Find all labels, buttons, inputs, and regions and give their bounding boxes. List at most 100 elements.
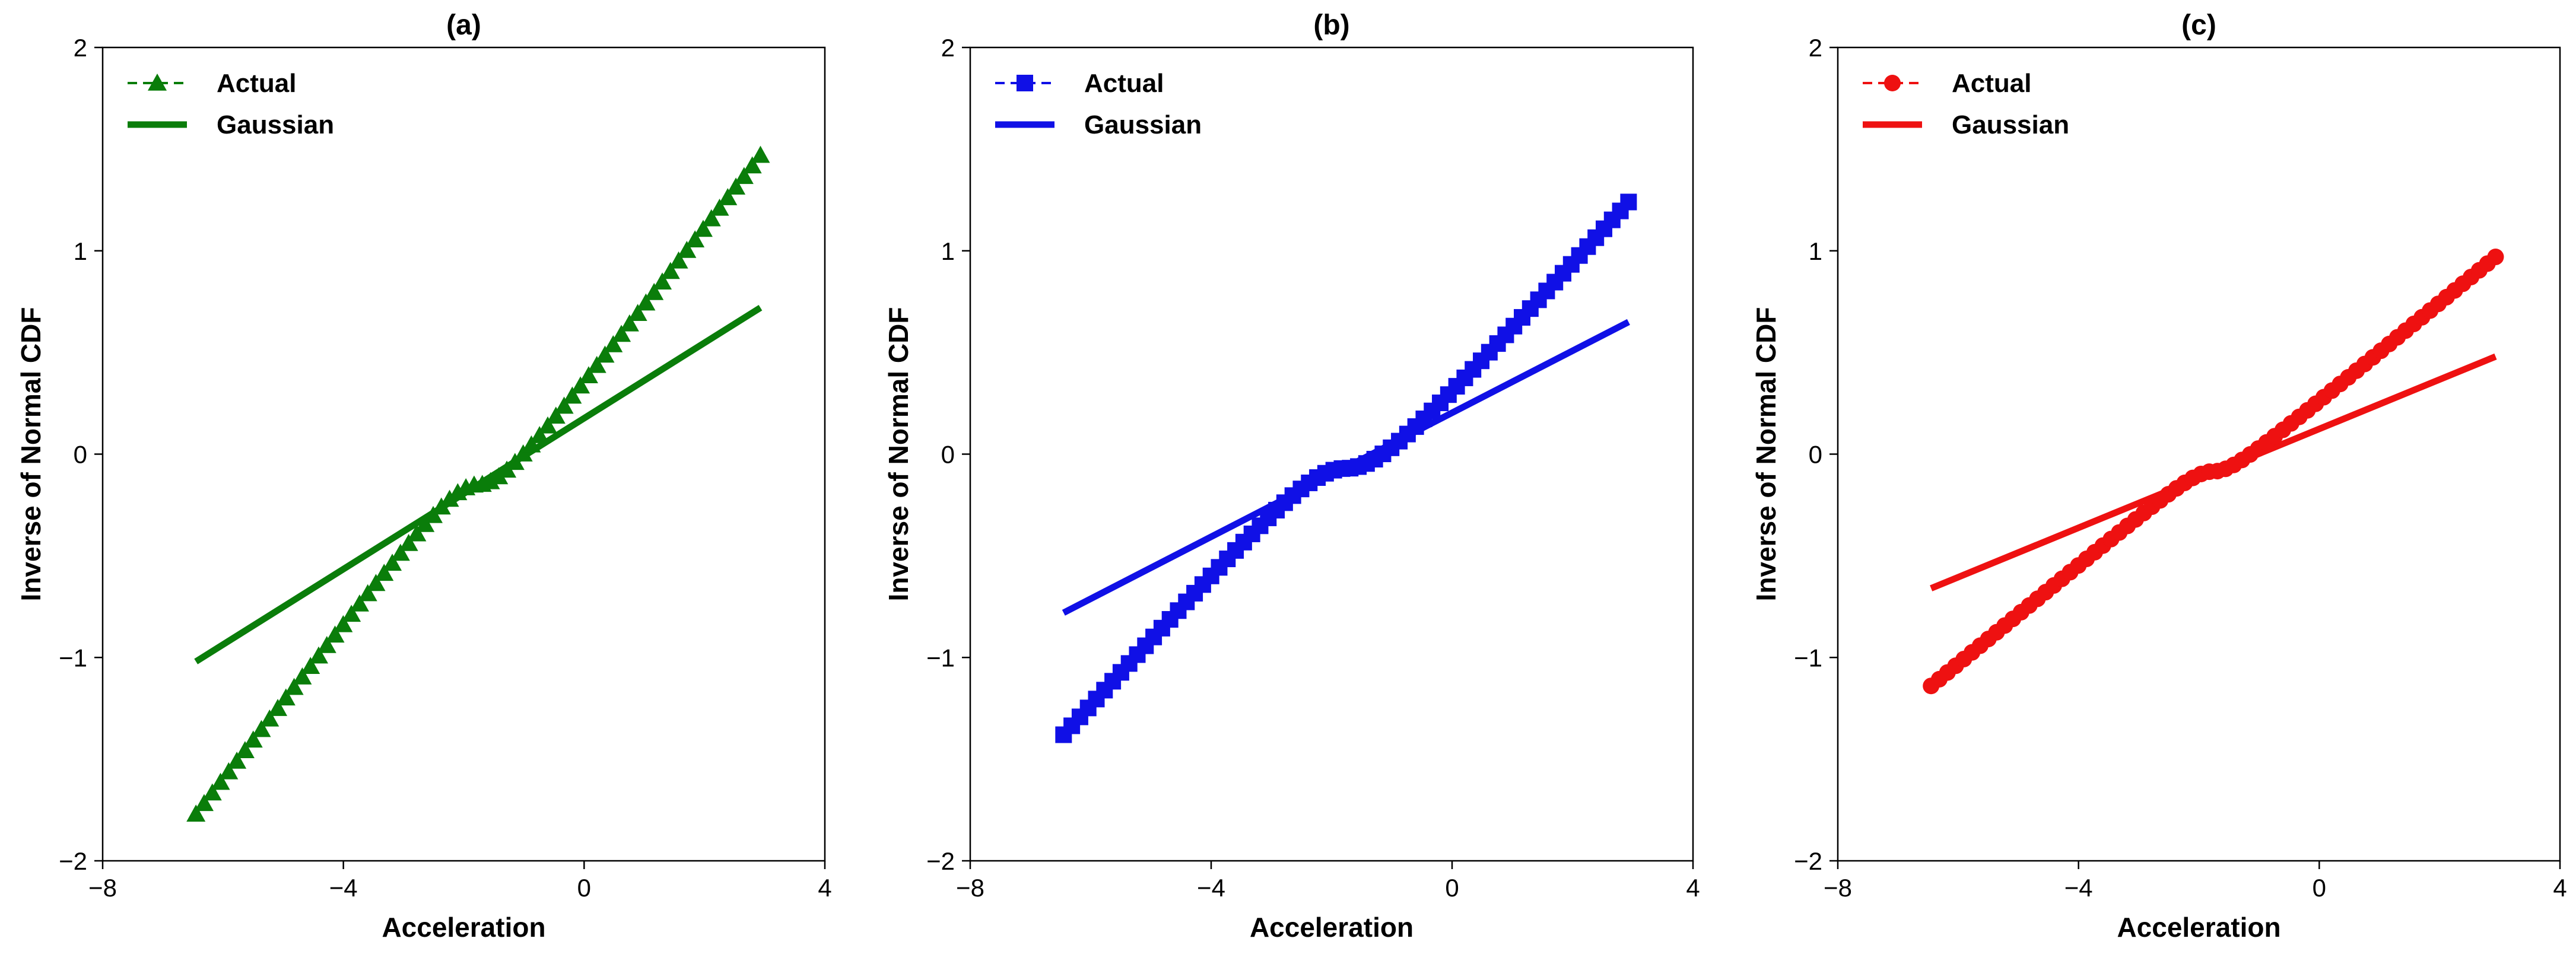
actual-marker xyxy=(448,483,468,501)
actual-marker xyxy=(701,209,721,227)
y-tick-label: 0 xyxy=(941,441,955,469)
actual-marker xyxy=(399,533,418,551)
actual-marker xyxy=(374,564,394,581)
x-tick-label: −8 xyxy=(956,874,984,902)
actual-marker xyxy=(653,272,672,290)
y-tick-label: 2 xyxy=(941,34,955,62)
actual-marker xyxy=(685,230,705,248)
legend-label-actual: Actual xyxy=(1952,69,2031,98)
y-axis-label: Inverse of Normal CDF xyxy=(15,307,46,602)
x-tick-label: −4 xyxy=(329,874,358,902)
actual-marker xyxy=(383,554,402,571)
legend: Actual Gaussian xyxy=(128,69,334,139)
actual-marker xyxy=(726,177,746,195)
actual-marker xyxy=(2487,249,2504,266)
actual-marker xyxy=(260,709,279,727)
y-tick-label: 2 xyxy=(74,34,87,62)
x-tick-label: 0 xyxy=(1445,874,1459,902)
actual-marker xyxy=(227,751,247,769)
actual-marker xyxy=(554,396,574,414)
actual-marker xyxy=(333,615,353,632)
x-axis-label: Acceleration xyxy=(2117,912,2280,943)
y-tick-label: 1 xyxy=(74,237,87,265)
x-tick-label: 4 xyxy=(1686,874,1700,902)
actual-marker xyxy=(751,145,770,163)
x-tick-label: −8 xyxy=(88,874,117,902)
x-tick-label: 4 xyxy=(818,874,831,902)
x-tick-label: 0 xyxy=(2313,874,2326,902)
panel-c: (c) −8 −4 0 4 −2 −1 0 1 2 Acceleration Inverse of N… xyxy=(1751,9,2567,943)
y-tick-label: 0 xyxy=(74,441,87,469)
actual-marker xyxy=(603,335,623,352)
legend-actual-marker xyxy=(1884,75,1901,91)
legend-label-gaussian: Gaussian xyxy=(1952,110,2069,139)
x-tick-label: −8 xyxy=(1824,874,1852,902)
actual-marker xyxy=(595,345,615,363)
y-tick-label: −1 xyxy=(59,644,87,672)
actual-marker xyxy=(742,156,762,174)
actual-marker xyxy=(194,794,214,812)
legend: Actual Gaussian xyxy=(995,69,1202,139)
y-axis-label: Inverse of Normal CDF xyxy=(1751,307,1781,602)
actual-marker xyxy=(358,584,377,602)
panel-title: (b) xyxy=(1313,9,1349,41)
actual-marker xyxy=(579,366,598,383)
actual-marker xyxy=(301,657,320,675)
y-tick-label: 1 xyxy=(941,237,955,265)
actual-marker xyxy=(522,435,541,453)
y-tick-label: 2 xyxy=(1809,34,1822,62)
actual-marker xyxy=(243,730,263,748)
actual-marker xyxy=(669,251,688,269)
y-tick-label: 0 xyxy=(1809,441,1822,469)
legend-label-gaussian: Gaussian xyxy=(1084,110,1202,139)
legend-actual-marker xyxy=(1017,75,1033,91)
panel-title: (c) xyxy=(2181,9,2216,41)
panel-b: (b) −8 −4 0 4 −2 −1 0 1 2 Acceleration Inverse of N… xyxy=(883,9,1700,943)
x-axis-label: Acceleration xyxy=(1250,912,1414,943)
y-tick-label: −2 xyxy=(926,847,955,875)
actual-marker xyxy=(186,804,206,822)
actual-marker xyxy=(710,198,729,216)
actual-marker xyxy=(211,772,230,790)
actual-marker xyxy=(530,426,549,443)
actual-marker xyxy=(718,188,738,205)
actual-marker xyxy=(693,220,713,237)
actual-marker xyxy=(284,677,304,695)
panel-a: (a) −8 −4 0 4 −2 −1 0 1 2 Acceleration Inverse of N… xyxy=(15,9,832,943)
actual-marker xyxy=(660,262,680,279)
legend: Actual Gaussian xyxy=(1863,69,2069,139)
plot-frame xyxy=(1837,46,2561,862)
panel-title: (a) xyxy=(446,9,481,41)
actual-marker xyxy=(546,406,566,424)
actual-marker xyxy=(219,762,239,780)
actual-marker xyxy=(309,646,328,664)
actual-marker xyxy=(276,688,296,706)
actual-marker xyxy=(293,667,312,685)
actual-marker xyxy=(407,524,427,542)
y-tick-label: −1 xyxy=(1794,644,1822,672)
actual-marker xyxy=(620,314,639,332)
actual-marker xyxy=(366,574,386,591)
y-tick-label: −2 xyxy=(1794,847,1822,875)
actual-marker xyxy=(202,783,222,801)
plot-frame xyxy=(969,46,1694,862)
actual-marker xyxy=(571,376,590,394)
x-tick-label: −4 xyxy=(1197,874,1225,902)
actual-marker xyxy=(481,472,500,489)
actual-marker xyxy=(538,416,558,434)
x-tick-label: 4 xyxy=(2553,874,2567,902)
actual-marker xyxy=(677,241,697,258)
y-tick-label: −2 xyxy=(59,847,87,875)
actual-marker xyxy=(342,605,361,622)
actual-marker xyxy=(644,282,664,300)
x-tick-label: 0 xyxy=(577,874,591,902)
y-tick-label: 1 xyxy=(1809,237,1822,265)
legend-actual-marker xyxy=(148,74,167,91)
actual-marker xyxy=(636,293,656,311)
actual-marker xyxy=(325,625,345,643)
actual-marker xyxy=(587,355,606,373)
y-axis-label: Inverse of Normal CDF xyxy=(883,307,914,602)
x-axis-label: Acceleration xyxy=(382,912,545,943)
actual-marker xyxy=(1620,193,1637,211)
